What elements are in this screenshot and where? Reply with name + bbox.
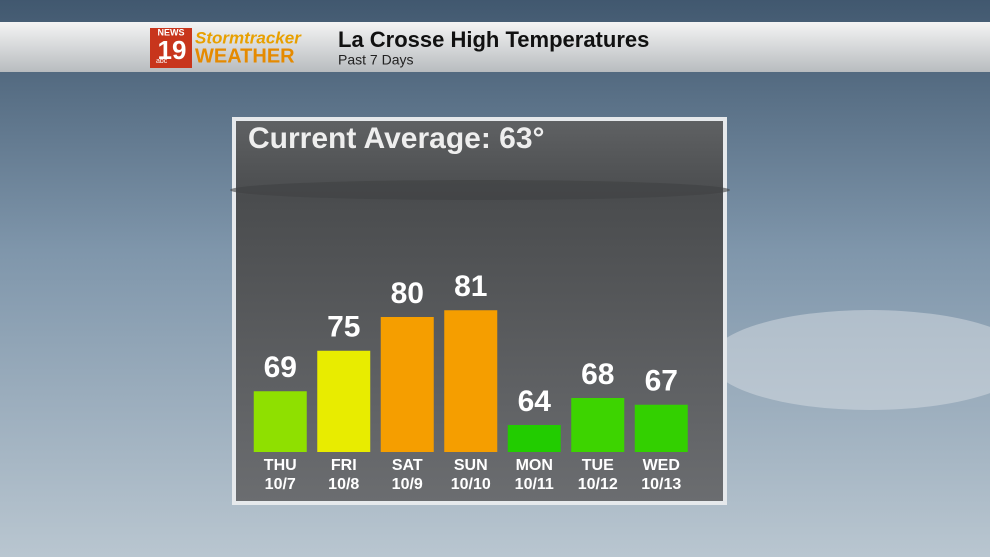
x-tick-date: 10/11 [515, 476, 554, 493]
value-label: 68 [581, 358, 614, 391]
value-label: 67 [645, 365, 678, 398]
x-tick-date: 10/10 [451, 476, 491, 493]
value-label: 80 [391, 277, 424, 310]
logo-affiliate: abc [156, 58, 168, 65]
chart-title: La Crosse High Temperatures [338, 27, 649, 52]
bar [571, 398, 625, 452]
bar [507, 425, 561, 452]
x-tick-label: MON [516, 457, 553, 474]
logo-network: NEWS [158, 27, 185, 37]
logo-box [150, 28, 192, 68]
x-tick-label: SUN [454, 457, 488, 474]
logo-channel: 19 [158, 35, 187, 65]
x-tick-label: THU [264, 457, 297, 474]
x-tick-label: FRI [331, 457, 357, 474]
x-tick-date: 10/12 [578, 476, 618, 493]
value-label: 75 [327, 311, 360, 344]
chart-subtitle: Past 7 Days [338, 52, 413, 68]
annotation: Current Average: 63° [248, 122, 545, 155]
x-tick-date: 10/9 [392, 476, 423, 493]
bar [444, 310, 498, 452]
bar [634, 404, 688, 452]
value-label: 69 [264, 351, 297, 384]
logo-brand: Stormtracker [195, 28, 302, 47]
logo-brand-sub: WEATHER [195, 45, 295, 67]
bar [253, 391, 307, 452]
x-tick-label: WED [643, 457, 680, 474]
cloud [710, 310, 990, 410]
x-tick-label: SAT [392, 457, 423, 474]
x-tick-date: 10/8 [328, 476, 359, 493]
x-tick-label: TUE [582, 457, 614, 474]
bar [317, 350, 371, 452]
x-tick-date: 10/7 [265, 476, 296, 493]
bar [380, 317, 434, 452]
value-label: 64 [518, 385, 552, 418]
x-tick-date: 10/13 [641, 476, 681, 493]
value-label: 81 [454, 270, 487, 303]
panel-arc [230, 180, 730, 200]
